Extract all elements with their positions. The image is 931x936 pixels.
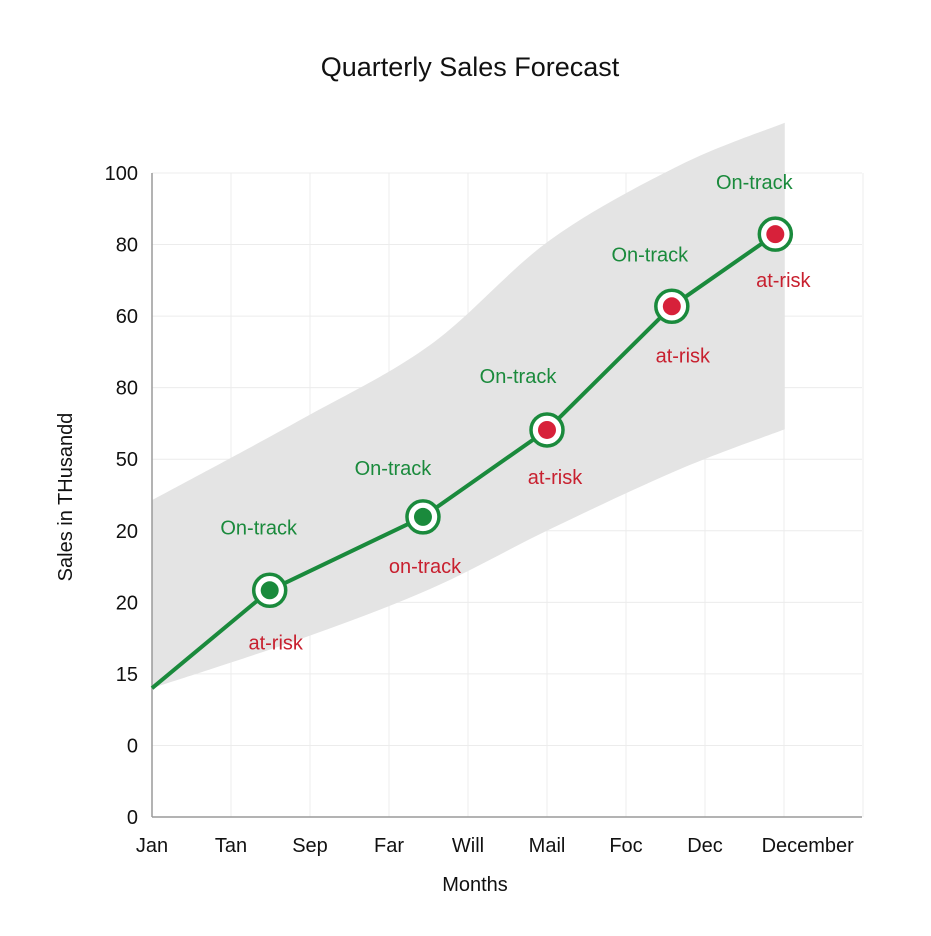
y-tick-label: 20 (116, 521, 138, 543)
forecast-line (150, 232, 777, 690)
marker-dot (538, 420, 556, 439)
confidence-band (152, 122, 785, 689)
marker-dot (662, 297, 681, 316)
y-tick-label: 0 (127, 735, 138, 757)
x-tick-label: Tan (215, 835, 247, 857)
y-tick-label: 60 (116, 306, 138, 328)
status-label-below: on-track (389, 556, 462, 578)
y-tick-labels: 0 0 15 20 20 50 80 60 80 100 (105, 163, 138, 829)
markers: On-track at-risk On-track on-track On-track a… (220, 172, 811, 654)
x-tick-label: Far (374, 835, 404, 857)
x-tick-label: Jan (136, 835, 168, 857)
status-label-above: On-track (355, 458, 433, 480)
y-tick-label: 100 (105, 163, 138, 185)
y-tick-label: 20 (116, 592, 138, 614)
marker-dot (413, 507, 432, 526)
y-tick-label: 0 (127, 807, 138, 829)
status-label-above: On-track (220, 517, 298, 539)
x-tick-label: Dec (687, 835, 723, 857)
status-label-below: at-risk (528, 467, 583, 489)
status-label-below: at-risk (656, 345, 711, 367)
y-axis-label: Sales in THusandd (55, 413, 77, 582)
x-tick-label: Sep (292, 835, 328, 857)
x-tick-label: Will (452, 835, 484, 857)
status-label-below: at-risk (756, 270, 811, 292)
axes (151, 173, 862, 818)
chart-title: Quarterly Sales Forecast (321, 52, 620, 82)
status-label-above: On-track (611, 244, 689, 266)
status-label-below: at-risk (248, 632, 303, 654)
status-label-above: On-track (716, 172, 794, 194)
x-tick-label: Foc (609, 835, 642, 857)
x-axis-label: Months (442, 874, 508, 896)
marker-dot (766, 225, 785, 244)
y-tick-label: 50 (116, 449, 138, 471)
y-tick-label: 80 (116, 235, 138, 257)
y-tick-label: 80 (116, 378, 138, 400)
marker-dot (260, 581, 279, 600)
status-label-above: On-track (480, 366, 558, 388)
x-tick-labels: Jan Tan Sep Far Will Mail Foc Dec December (136, 835, 854, 857)
y-tick-label: 15 (116, 664, 138, 686)
x-tick-label: December (762, 835, 855, 857)
x-tick-label: Mail (529, 835, 566, 857)
